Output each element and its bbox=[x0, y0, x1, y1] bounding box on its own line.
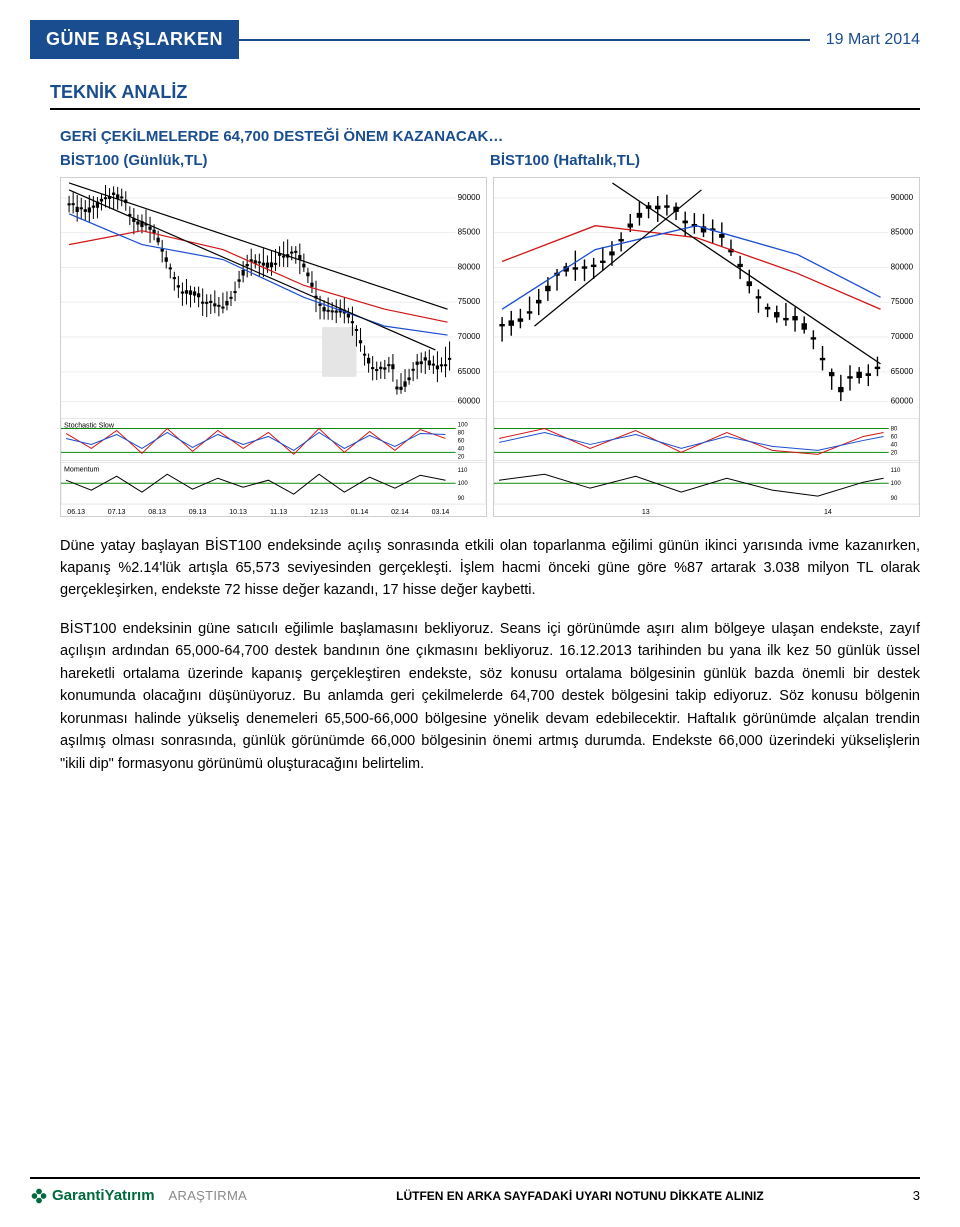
xtick: 13 bbox=[642, 509, 650, 516]
chart-weekly-svg: 90000 85000 80000 75000 70000 65000 6000… bbox=[494, 178, 919, 516]
ytick: 40 bbox=[891, 442, 898, 448]
ytick: 20 bbox=[891, 450, 898, 456]
chart-labels-row: BİST100 (Günlük,TL) BİST100 (Haftalık,TL… bbox=[60, 150, 920, 173]
ytick: 85000 bbox=[458, 227, 481, 236]
chart-daily-svg: 90000 85000 80000 75000 70000 65000 6000… bbox=[61, 178, 486, 516]
ytick: 110 bbox=[458, 468, 468, 474]
ytick: 60 bbox=[891, 434, 898, 440]
header-date: 19 Mart 2014 bbox=[810, 28, 920, 52]
ytick: 65000 bbox=[458, 366, 481, 375]
chart-daily: 90000 85000 80000 75000 70000 65000 6000… bbox=[60, 177, 487, 517]
ytick: 90 bbox=[458, 496, 465, 502]
ytick: 100 bbox=[458, 481, 469, 487]
footer: GarantiYatırım ARAŞTIRMA LÜTFEN EN ARKA … bbox=[30, 1177, 920, 1207]
brand-name: GarantiYatırım bbox=[52, 1185, 155, 1208]
ytick: 80 bbox=[891, 426, 898, 432]
ytick: 60000 bbox=[458, 396, 481, 405]
xtick: 08.13 bbox=[148, 509, 166, 516]
ytick: 70000 bbox=[458, 332, 481, 341]
footer-note: LÜTFEN EN ARKA SAYFADAKİ UYARI NOTUNU Dİ… bbox=[247, 1187, 913, 1205]
ytick: 100 bbox=[458, 422, 469, 428]
ytick: 60000 bbox=[891, 396, 914, 405]
section-rule bbox=[50, 108, 920, 110]
xtick: 03.14 bbox=[432, 509, 450, 516]
chart-label-weekly: BİST100 (Haftalık,TL) bbox=[490, 150, 920, 173]
indicator-label: Momentum bbox=[64, 466, 100, 473]
ytick: 100 bbox=[891, 481, 902, 487]
ytick: 70000 bbox=[891, 332, 914, 341]
ytick: 110 bbox=[891, 468, 901, 474]
xtick: 12.13 bbox=[310, 509, 328, 516]
ytick: 75000 bbox=[891, 297, 914, 306]
charts-row: 90000 85000 80000 75000 70000 65000 6000… bbox=[60, 177, 920, 517]
chart-label-daily: BİST100 (Günlük,TL) bbox=[60, 150, 490, 173]
analysis-subhead: GERİ ÇEKİLMELERDE 64,700 DESTEĞİ ÖNEM KA… bbox=[60, 126, 920, 149]
xtick: 07.13 bbox=[108, 509, 126, 516]
xtick: 01.14 bbox=[351, 509, 369, 516]
xtick: 10.13 bbox=[229, 509, 247, 516]
ytick: 75000 bbox=[458, 297, 481, 306]
xtick: 06.13 bbox=[67, 509, 85, 516]
clover-icon bbox=[30, 1187, 48, 1205]
header-title: GÜNE BAŞLARKEN bbox=[30, 20, 239, 59]
ytick: 85000 bbox=[891, 227, 914, 236]
xtick: 09.13 bbox=[189, 509, 207, 516]
ytick: 40 bbox=[458, 446, 465, 452]
header-rule bbox=[239, 39, 810, 41]
xtick: 02.14 bbox=[391, 509, 409, 516]
ytick: 20 bbox=[458, 454, 465, 460]
chart-weekly: 90000 85000 80000 75000 70000 65000 6000… bbox=[493, 177, 920, 517]
ytick: 80 bbox=[458, 430, 465, 436]
ytick: 65000 bbox=[891, 366, 914, 375]
header-bar: GÜNE BAŞLARKEN 19 Mart 2014 bbox=[30, 20, 920, 59]
ytick: 80000 bbox=[891, 262, 914, 271]
ytick: 90000 bbox=[458, 192, 481, 201]
section-title: TEKNİK ANALİZ bbox=[50, 79, 920, 106]
paragraph-2: BİST100 endeksinin güne satıcılı eğiliml… bbox=[60, 618, 920, 775]
footer-page: 3 bbox=[913, 1186, 920, 1206]
footer-rule bbox=[30, 1177, 920, 1179]
ytick: 80000 bbox=[458, 262, 481, 271]
ytick: 90000 bbox=[891, 192, 914, 201]
paragraph-1: Düne yatay başlayan BİST100 endeksinde a… bbox=[60, 535, 920, 602]
brand-logo: GarantiYatırım bbox=[30, 1185, 155, 1208]
footer-dept: ARAŞTIRMA bbox=[169, 1186, 248, 1206]
ytick: 60 bbox=[458, 438, 465, 444]
xtick: 11.13 bbox=[270, 509, 287, 516]
ytick: 90 bbox=[891, 496, 898, 502]
xtick: 14 bbox=[824, 509, 832, 516]
